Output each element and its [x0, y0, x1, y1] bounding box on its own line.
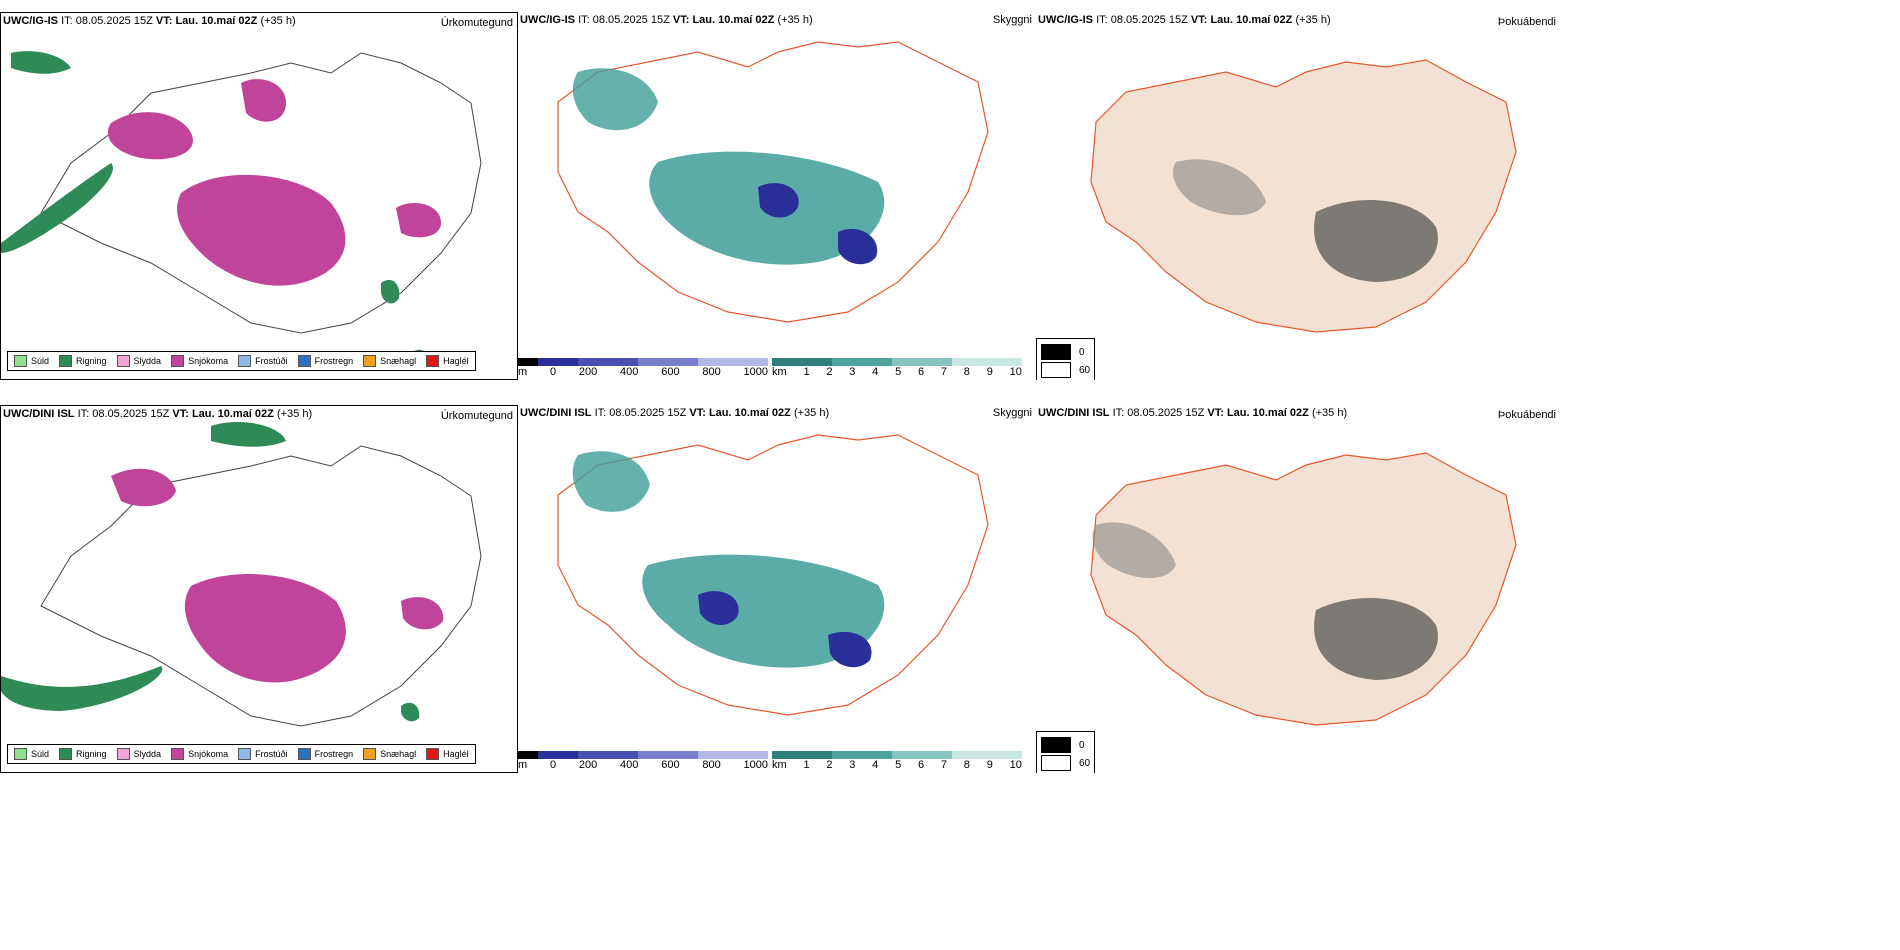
fog-panel-1: UWC/IG-IS IT: 08.05.2025 15Z VT: Lau. 10…	[1036, 12, 1566, 380]
panel-header: UWC/IG-IS IT: 08.05.2025 15Z VT: Lau. 10…	[1038, 14, 1331, 26]
legend-item-rigning: Rigning	[59, 355, 107, 367]
snow-area	[107, 112, 193, 160]
panel-title: Úrkomutegund	[440, 17, 513, 29]
legend-swatch	[171, 355, 185, 367]
legend-swatch	[1041, 344, 1071, 360]
cloud-blue-area	[758, 183, 799, 218]
cloud-panel-2: UWC/DINI ISL IT: 08.05.2025 15Z VT: Lau.…	[518, 405, 1036, 773]
legend-item-frostregn: Frostregn	[297, 355, 353, 367]
cloud-teal-area	[642, 554, 885, 668]
legend-item-frostregn: Frostregn	[297, 748, 353, 760]
panel-title: Skyggni	[992, 407, 1032, 419]
fog-area	[1092, 522, 1176, 579]
colorbar-km: km 1 2 3 4 5 6 7 8 9 10	[772, 751, 1022, 771]
rain-area	[381, 279, 400, 304]
legend-item-slydda: Slydda	[116, 355, 161, 367]
legend-swatch	[297, 748, 311, 760]
fog-legend: 0 60	[1036, 731, 1096, 773]
legend-item-snaehagl: Snæhagl	[363, 355, 416, 367]
legend-swatch	[426, 355, 440, 367]
panel-title: Þokuábendi	[1497, 409, 1556, 421]
legend-item-rigning: Rigning	[59, 748, 107, 760]
snow-area	[241, 79, 286, 122]
precip-legend: Súld Rigning Slydda Snjókoma Frostúði Fr…	[7, 744, 476, 764]
legend-swatch	[1041, 737, 1071, 753]
fog-map	[1090, 59, 1517, 333]
colorbar-m: m 0 200 400 600 800 1000	[518, 751, 768, 771]
legend-item-snjokoma: Snjókoma	[171, 355, 228, 367]
rain-area	[1, 666, 163, 711]
rain-area	[1, 163, 113, 253]
fog-area	[1314, 200, 1438, 282]
fog-area	[1172, 159, 1266, 216]
precip-legend: Súld Rigning Slydda Snjókoma Frostúði Fr…	[7, 351, 476, 371]
legend-swatch	[14, 748, 27, 760]
legend-item-frostudi: Frostúði	[238, 355, 288, 367]
rain-area	[401, 702, 420, 722]
cloud-blue-area	[838, 228, 878, 265]
rain-area	[211, 421, 286, 447]
iceland-outline	[557, 41, 989, 323]
cloud-map	[557, 434, 989, 716]
snow-area	[401, 597, 444, 630]
colorbar-km: km 1 2 3 4 5 6 7 8 9 10	[772, 358, 1022, 378]
legend-swatch	[59, 355, 73, 367]
cloud-map	[557, 41, 989, 323]
snow-area	[177, 174, 346, 286]
panel-header: UWC/IG-IS IT: 08.05.2025 15Z VT: Lau. 10…	[3, 15, 296, 27]
legend-swatch	[238, 748, 252, 760]
legend-item-haglel: Haglél	[426, 355, 469, 367]
legend-swatch	[171, 748, 185, 760]
cloud-panel-1: UWC/IG-IS IT: 08.05.2025 15Z VT: Lau. 10…	[518, 12, 1036, 380]
snow-area	[184, 574, 346, 683]
precip-type-panel-2: UWC/DINI ISL IT: 08.05.2025 15Z VT: Lau.…	[0, 405, 518, 773]
legend-item-sudd: Súld	[14, 748, 49, 760]
legend-swatch	[426, 748, 440, 760]
iceland-outline	[40, 445, 482, 727]
fog-map	[1090, 452, 1517, 726]
legend-swatch	[238, 355, 252, 367]
legend-item-slydda: Slydda	[116, 748, 161, 760]
cloud-teal-area	[572, 68, 658, 131]
iceland-land	[1090, 59, 1517, 333]
snow-area	[111, 468, 176, 507]
precip-map	[1, 421, 482, 727]
legend-swatch	[116, 355, 130, 367]
snow-area	[396, 203, 441, 238]
fog-panel-2: UWC/DINI ISL IT: 08.05.2025 15Z VT: Lau.…	[1036, 405, 1566, 773]
legend-item-haglel: Haglél	[426, 748, 469, 760]
panel-header: UWC/DINI ISL IT: 08.05.2025 15Z VT: Lau.…	[3, 408, 313, 420]
legend-swatch	[59, 748, 73, 760]
legend-item-snjokoma: Snjókoma	[171, 748, 228, 760]
fog-area	[1314, 598, 1438, 680]
precip-type-panel-1: UWC/IG-IS IT: 08.05.2025 15Z VT: Lau. 10…	[0, 12, 518, 380]
legend-item-sudd: Súld	[14, 355, 49, 367]
precip-map	[1, 51, 482, 369]
rain-area	[11, 51, 71, 74]
legend-swatch	[363, 355, 377, 367]
panel-title: Þokuábendi	[1497, 16, 1556, 28]
legend-swatch	[363, 748, 377, 760]
panel-header: UWC/IG-IS IT: 08.05.2025 15Z VT: Lau. 10…	[520, 14, 813, 26]
panel-header: UWC/DINI ISL IT: 08.05.2025 15Z VT: Lau.…	[520, 407, 830, 419]
legend-swatch	[116, 748, 130, 760]
legend-item-frostudi: Frostúði	[238, 748, 288, 760]
legend-swatch	[1041, 755, 1071, 771]
legend-swatch	[1041, 362, 1071, 378]
panel-title: Skyggni	[992, 14, 1032, 26]
fog-legend: 0 60	[1036, 338, 1096, 380]
cloud-blue-area	[698, 591, 739, 625]
panel-header: UWC/DINI ISL IT: 08.05.2025 15Z VT: Lau.…	[1038, 407, 1348, 419]
colorbar-m: m 0 200 400 600 800 1000	[518, 358, 768, 378]
legend-item-snaehagl: Snæhagl	[363, 748, 416, 760]
iceland-land	[1090, 452, 1517, 726]
iceland-outline	[557, 434, 989, 716]
cloud-blue-area	[828, 631, 872, 668]
legend-swatch	[297, 355, 311, 367]
legend-swatch	[14, 355, 27, 367]
panel-title: Úrkomutegund	[440, 410, 513, 422]
cloud-teal-area	[572, 451, 650, 512]
iceland-outline	[40, 52, 482, 334]
